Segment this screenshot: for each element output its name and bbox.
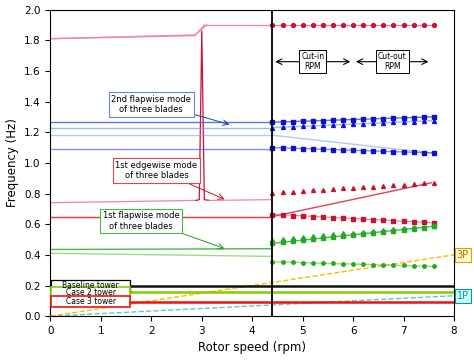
- Bar: [52, 287, 130, 298]
- Bar: [52, 280, 130, 292]
- Text: Baseline tower: Baseline tower: [63, 282, 119, 291]
- Y-axis label: Frequency (Hz): Frequency (Hz): [6, 118, 18, 207]
- Text: 2nd flapwise mode
of three blades: 2nd flapwise mode of three blades: [111, 95, 191, 114]
- Text: Case 3 tower: Case 3 tower: [66, 297, 116, 306]
- Text: Cut-in
RPM: Cut-in RPM: [301, 52, 324, 71]
- Text: 1P: 1P: [456, 291, 469, 301]
- X-axis label: Rotor speed (rpm): Rotor speed (rpm): [198, 341, 306, 355]
- Text: 1st flapwise mode
of three blades: 1st flapwise mode of three blades: [103, 211, 180, 231]
- Text: Case 2 tower: Case 2 tower: [66, 288, 116, 297]
- Text: 1st edgewise mode
of three blades: 1st edgewise mode of three blades: [115, 161, 198, 180]
- Bar: [52, 296, 130, 307]
- Text: Cut-out
RPM: Cut-out RPM: [378, 52, 407, 71]
- Text: 3P: 3P: [456, 250, 469, 260]
